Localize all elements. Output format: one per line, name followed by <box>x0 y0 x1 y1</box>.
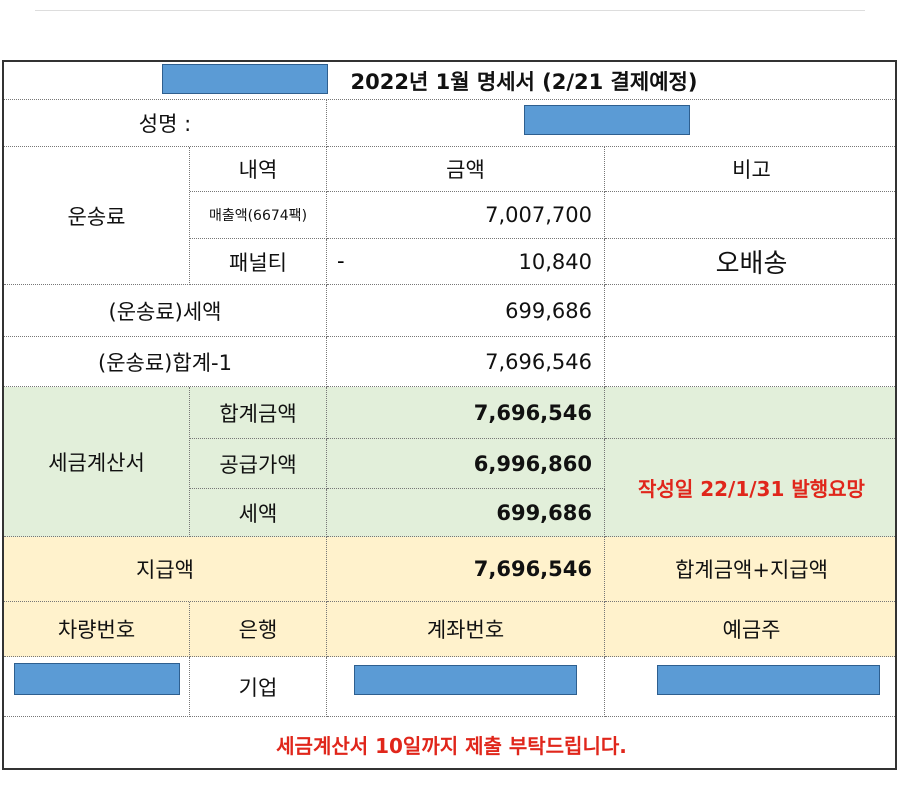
amount: 6,996,860 <box>327 439 605 489</box>
note: 합계금액+지급액 <box>605 537 895 602</box>
account-holder <box>605 657 895 717</box>
tax-invoice-note: 작성일 22/1/31 발행요망 <box>605 439 895 537</box>
statement-table: 2022년 1월 명세서 (2/21 결제예정) 성명 : 운송료 내역 금액 … <box>2 60 897 770</box>
redacted-box <box>524 105 690 135</box>
amount: 7,696,546 <box>327 387 605 439</box>
name-label: 성명 : <box>4 100 327 147</box>
title: 2022년 1월 명세서 (2/21 결제예정) <box>4 62 895 100</box>
name-value <box>327 100 895 147</box>
tax-invoice-label: 세금계산서 <box>4 387 190 537</box>
redacted-box <box>162 64 328 94</box>
item: 세액 <box>190 489 327 537</box>
amount: 7,007,700 <box>327 192 605 239</box>
note <box>605 387 895 439</box>
redacted-box <box>354 665 577 695</box>
account-number <box>327 657 605 717</box>
amount: 7,696,546 <box>327 337 605 387</box>
row-label: (운송료)합계-1 <box>4 337 327 387</box>
item: 합계금액 <box>190 387 327 439</box>
column-header: 내역 <box>190 147 327 192</box>
column-header: 금액 <box>327 147 605 192</box>
row-label: (운송료)세액 <box>4 285 327 337</box>
redacted-box <box>14 663 180 695</box>
item: 패널티 <box>190 239 327 285</box>
vehicle-number <box>4 657 190 717</box>
item: 공급가액 <box>190 439 327 489</box>
column-header: 은행 <box>190 602 327 657</box>
note <box>605 285 895 337</box>
freight-label: 운송료 <box>4 147 190 285</box>
sign: - <box>337 249 345 273</box>
footer-notice: 세금계산서 10일까지 제출 부탁드립니다. <box>276 734 627 758</box>
item: 매출액(6674팩) <box>190 192 327 239</box>
payment-label: 지급액 <box>4 537 327 602</box>
column-header: 계좌번호 <box>327 602 605 657</box>
column-header: 비고 <box>605 147 895 192</box>
note: 오배송 <box>605 239 895 285</box>
amount: 699,686 <box>327 285 605 337</box>
top-rule <box>35 10 865 11</box>
note <box>605 192 895 239</box>
amount: 7,696,546 <box>327 537 605 602</box>
note <box>605 337 895 387</box>
amount: 699,686 <box>327 489 605 537</box>
amount: 10,840 <box>327 239 605 285</box>
column-header: 예금주 <box>605 602 895 657</box>
column-header: 차량번호 <box>4 602 190 657</box>
bank: 기업 <box>190 657 327 717</box>
redacted-box <box>657 665 880 695</box>
